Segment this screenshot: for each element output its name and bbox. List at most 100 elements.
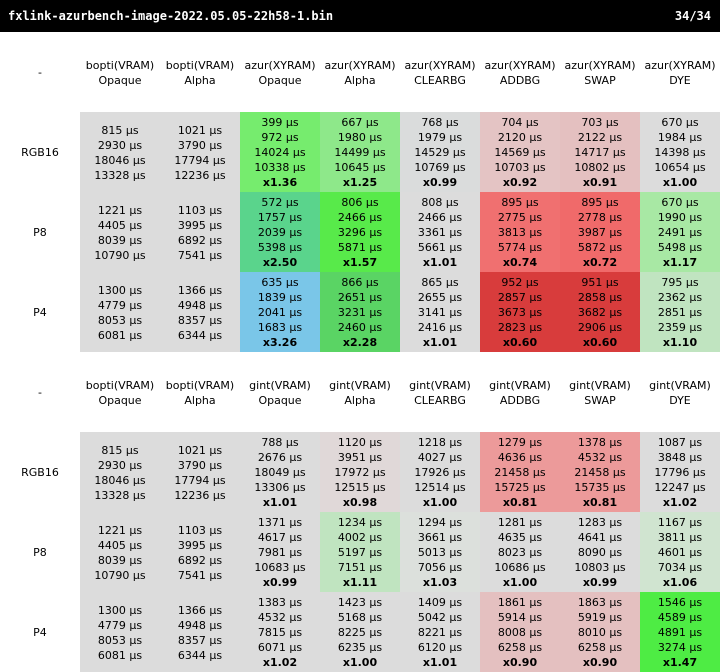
timing-value: 2930 µs — [97, 459, 143, 472]
timing-value: 6120 µs — [417, 641, 463, 654]
timing-value: 5871 µs — [337, 241, 383, 254]
timing-value: 1167 µs — [657, 516, 703, 529]
speedup-ratio: x0.90 — [582, 656, 618, 669]
timing-value: 4779 µs — [97, 299, 143, 312]
benchmark-cell: 951 µs 2858 µs 3682 µs 2906 µs x0.60 — [560, 272, 640, 352]
timing-value: 7056 µs — [417, 561, 463, 574]
speedup-ratio: x2.28 — [342, 336, 378, 349]
timing-value: 1371 µs — [257, 516, 303, 529]
benchmark-cell: 806 µs 2466 µs 3296 µs 5871 µs x1.57 — [320, 192, 400, 272]
speedup-ratio: x0.72 — [582, 256, 618, 269]
speedup-ratio: x2.50 — [262, 256, 298, 269]
speedup-ratio: x1.06 — [662, 576, 698, 589]
timing-value: 1383 µs — [257, 596, 303, 609]
timing-value: 6892 µs — [177, 554, 223, 567]
timing-value: 1979 µs — [417, 131, 463, 144]
column-header-line: azur(XYRAM) — [324, 59, 396, 72]
timing-value: 1300 µs — [97, 604, 143, 617]
benchmark-cell: 1300 µs 4779 µs 8053 µs 6081 µs — [80, 272, 160, 352]
timing-value: 4601 µs — [657, 546, 703, 559]
benchmark-cell: 1087 µs 3848 µs 17796 µs 12247 µs x1.02 — [640, 432, 720, 512]
timing-value: 1861 µs — [497, 596, 543, 609]
timing-value: 13328 µs — [94, 169, 146, 182]
timing-value: 1366 µs — [177, 604, 223, 617]
timing-value: 7981 µs — [257, 546, 303, 559]
timing-value: 18046 µs — [94, 474, 146, 487]
timing-value: 5872 µs — [577, 241, 623, 254]
benchmark-cell: 1221 µs 4405 µs 8039 µs 10790 µs — [80, 512, 160, 592]
column-header-line: Opaque — [98, 74, 142, 87]
timing-value: 10790 µs — [94, 569, 146, 582]
column-header-line: azur(XYRAM) — [644, 59, 716, 72]
timing-value: 2778 µs — [577, 211, 623, 224]
timing-value: 7151 µs — [337, 561, 383, 574]
benchmark-cell: 1378 µs 4532 µs 21458 µs 15735 µs x0.81 — [560, 432, 640, 512]
column-header: gint(VRAM) ADDBG — [480, 378, 560, 408]
timing-value: 1839 µs — [257, 291, 303, 304]
title-bar: fxlink-azurbench-image-2022.05.05-22h58-… — [0, 0, 720, 32]
column-header-line: SWAP — [584, 74, 616, 87]
speedup-ratio: x1.00 — [662, 176, 698, 189]
timing-value: 4532 µs — [577, 451, 623, 464]
timing-value: 14717 µs — [574, 146, 626, 159]
timing-value: 5661 µs — [417, 241, 463, 254]
row-label: P8 — [33, 546, 47, 559]
timing-value: 10686 µs — [494, 561, 546, 574]
timing-value: 6081 µs — [97, 649, 143, 662]
timing-value: 1984 µs — [657, 131, 703, 144]
timing-value: 12515 µs — [334, 481, 386, 494]
timing-value: 21458 µs — [494, 466, 546, 479]
benchmark-cell: 1283 µs 4641 µs 8090 µs 10803 µs x0.99 — [560, 512, 640, 592]
file-title: fxlink-azurbench-image-2022.05.05-22h58-… — [8, 9, 334, 23]
timing-value: 6258 µs — [577, 641, 623, 654]
timing-value: 2120 µs — [497, 131, 543, 144]
benchmark-cell: 670 µs 1990 µs 2491 µs 5498 µs x1.17 — [640, 192, 720, 272]
timing-value: 1366 µs — [177, 284, 223, 297]
benchmark-cell: 815 µs 2930 µs 18046 µs 13328 µs — [80, 432, 160, 512]
timing-value: 815 µs — [101, 444, 139, 457]
column-header-line: DYE — [669, 74, 691, 87]
timing-value: 12514 µs — [414, 481, 466, 494]
row-label: P4 — [33, 626, 47, 639]
timing-value: 3141 µs — [417, 306, 463, 319]
timing-value: 4641 µs — [577, 531, 623, 544]
column-header-line: azur(XYRAM) — [564, 59, 636, 72]
timing-value: 667 µs — [341, 116, 379, 129]
timing-value: 952 µs — [501, 276, 539, 289]
column-header-line: SWAP — [584, 394, 616, 407]
timing-value: 14398 µs — [654, 146, 706, 159]
speedup-ratio: x1.11 — [342, 576, 378, 589]
timing-value: 8010 µs — [577, 626, 623, 639]
timing-value: 12236 µs — [174, 489, 226, 502]
benchmark-cell: 1021 µs 3790 µs 17794 µs 12236 µs — [160, 432, 240, 512]
benchmark-cell: 635 µs 1839 µs 2041 µs 1683 µs x3.26 — [240, 272, 320, 352]
column-header-line: bopti(VRAM) — [85, 59, 155, 72]
timing-value: 1283 µs — [577, 516, 623, 529]
column-header: bopti(VRAM) Alpha — [160, 58, 240, 88]
timing-value: 795 µs — [661, 276, 699, 289]
timing-value: 635 µs — [261, 276, 299, 289]
timing-value: 7541 µs — [177, 569, 223, 582]
timing-value: 8225 µs — [337, 626, 383, 639]
column-header: azur(XYRAM) SWAP — [560, 58, 640, 88]
speedup-ratio: x1.01 — [422, 336, 458, 349]
column-header-line: gint(VRAM) — [409, 379, 471, 392]
timing-value: 10338 µs — [254, 161, 306, 174]
timing-value: 865 µs — [421, 276, 459, 289]
timing-value: 14024 µs — [254, 146, 306, 159]
speedup-ratio: x0.91 — [582, 176, 618, 189]
speedup-ratio: x1.01 — [422, 656, 458, 669]
timing-value: 17926 µs — [414, 466, 466, 479]
benchmark-cell: 768 µs 1979 µs 14529 µs 10769 µs x0.99 — [400, 112, 480, 192]
column-header-line: azur(XYRAM) — [404, 59, 476, 72]
speedup-ratio: x1.01 — [422, 256, 458, 269]
timing-value: 15725 µs — [494, 481, 546, 494]
column-header: gint(VRAM) CLEARBG — [400, 378, 480, 408]
timing-value: 1863 µs — [577, 596, 623, 609]
column-header-line: ADDBG — [499, 394, 541, 407]
column-header-line: ADDBG — [499, 74, 541, 87]
timing-value: 808 µs — [421, 196, 459, 209]
timing-value: 2039 µs — [257, 226, 303, 239]
timing-value: 1281 µs — [497, 516, 543, 529]
timing-value: 8039 µs — [97, 234, 143, 247]
